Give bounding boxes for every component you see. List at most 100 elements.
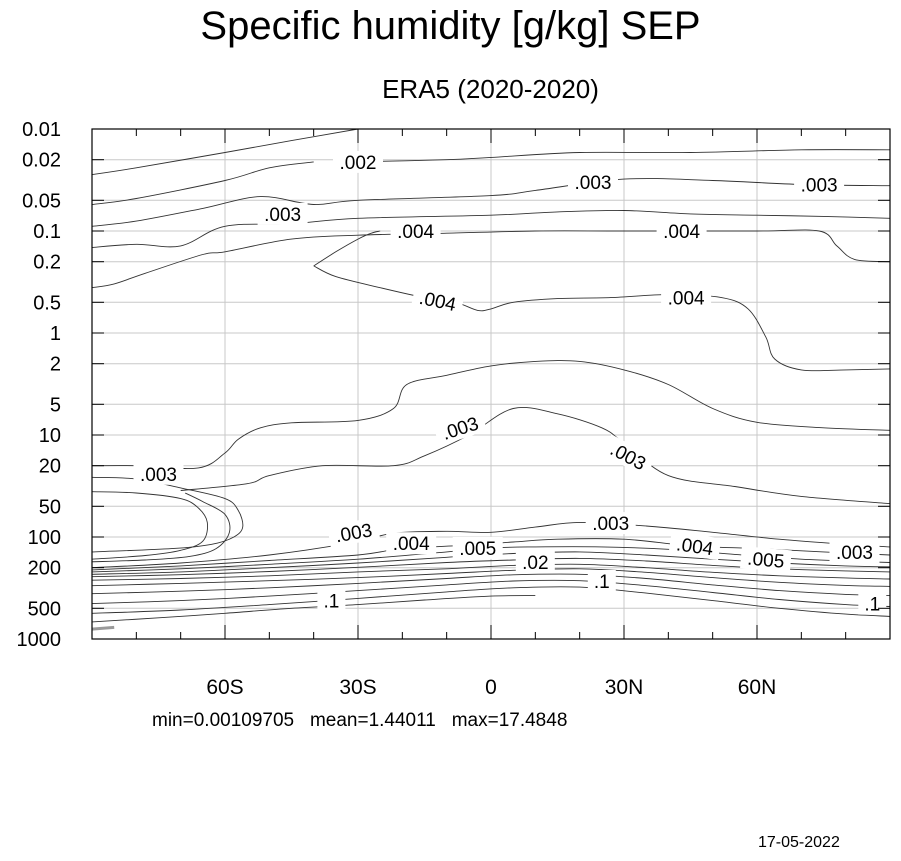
contour-label-bg [133,462,184,485]
contour-label-text: .003 [440,414,482,445]
contour-label-text: .003 [140,465,177,486]
contour-line [91,161,314,205]
contour-line [91,573,891,597]
contour-line [91,625,115,631]
contour-label: .005 [740,546,792,573]
y-tick-label: 0.1 [33,221,61,243]
contour-label: .1 [317,589,346,613]
y-tick-label: 20 [39,456,61,478]
contour-label-bg [601,434,656,478]
y-tick-label: 500 [28,598,61,620]
contour-line [91,229,891,289]
contour-label-text: .003 [836,543,873,564]
contour-label-layer: .002 .003 .003 .003 .004 .004 .004 .004 .003 .003… [133,150,887,616]
stats-line: min=0.00109705 mean=1.44011 max=17.4848 [152,710,567,732]
contour-label: .003 [327,517,381,548]
y-tick-label: 2 [50,354,61,376]
contour-line [357,149,891,163]
chart-subtitle: ERA5 (2020-2020) [382,74,599,104]
contour-line [313,265,891,372]
y-tick-label: 0.01 [22,119,61,141]
contour-label-bg [411,284,465,317]
contour-line [91,178,891,227]
contour-label-text: .003 [801,176,838,197]
contour-line [91,128,359,176]
y-tick-label: 100 [28,527,61,549]
stat-min: min=0.00109705 [152,710,295,731]
contour-label-text: .003 [575,173,612,194]
contour-line [313,230,381,267]
x-tick-label: 60N [738,676,777,699]
contour-label-bg [390,220,441,242]
y-tick-label: 0.05 [22,190,61,212]
contour-label-text: .004 [668,289,705,310]
contour-label: .003 [829,540,880,564]
y-tick-label: 1000 [17,629,62,651]
contour-label-bg [317,589,346,612]
contour-label: .004 [390,220,441,243]
contour-label-text: .1 [323,592,339,613]
contour-line [91,579,891,607]
y-tick-label: 0.2 [33,252,61,274]
contour-label-bg [333,150,383,173]
contour-label-text: .003 [264,205,301,226]
x-tick-label: 0 [485,676,497,699]
contour-label-bg [587,570,616,592]
contour-label-bg [452,536,503,559]
contour-label-text: .004 [663,222,700,243]
contour-label: .003 [601,434,656,478]
contour-label: .004 [668,531,722,561]
chart-title: Specific humidity [g/kg] SEP [200,4,701,48]
contour-label-bg [858,592,887,615]
contour-label: .003 [432,409,488,446]
contour-line [91,492,231,563]
contour-label-bg [668,531,722,561]
contour-label: .02 [515,550,555,574]
contour-label: .1 [587,570,616,593]
contour-label-text: .004 [417,288,458,316]
contour-line [180,406,891,505]
date-stamp: 17-05-2022 [758,834,840,851]
y-tick-label: 0.02 [22,150,61,172]
contour-line [91,491,208,560]
x-tick-label: 30S [339,676,376,699]
y-tick-label: 10 [39,425,61,447]
contour-label: .003 [257,202,308,226]
y-tick-label: 5 [50,394,61,416]
contour-label: .003 [585,512,636,535]
contour-line [91,546,891,573]
y-tick-label: 200 [28,558,61,580]
contour-label-bg [257,202,308,225]
contour-label-text: .005 [459,539,496,560]
contour-label-text: .004 [675,534,715,560]
contour-label-bg [585,512,636,535]
contour-label-text: .1 [864,595,880,616]
contour-label-text: .005 [746,549,785,573]
contour-label-text: .003 [592,514,629,535]
contour-line [91,209,891,248]
x-tick-label: 60S [206,676,243,699]
contour-label: .004 [661,286,712,310]
contour-label-bg [661,286,712,309]
y-tick-label: 0.5 [33,292,61,314]
contour-line [91,360,891,469]
contour-label: .005 [452,536,503,560]
contour-line [91,521,891,569]
contour-label: .004 [386,532,437,555]
contour-label-bg [740,546,792,573]
contour-line [91,476,244,553]
contour-line [91,586,891,617]
contour-label: .004 [656,220,707,243]
tick-layer: 60S 30S 0 30N 60N 0.01 0.02 0.05 0.1 0.2 0.5 1 2 5 10 2… [17,119,890,699]
x-tick-label: 30N [605,676,644,699]
contour-label-bg [432,409,488,446]
contour-label: .004 [411,284,465,317]
contour-label: .003 [794,173,845,197]
contour-label-bg [656,220,707,242]
contour-label-bg [829,540,880,563]
y-tick-label: 50 [39,496,61,518]
contour-label-text: .02 [522,553,548,574]
y-tick-label: 1 [50,323,61,345]
contour-label: .1 [858,592,887,616]
